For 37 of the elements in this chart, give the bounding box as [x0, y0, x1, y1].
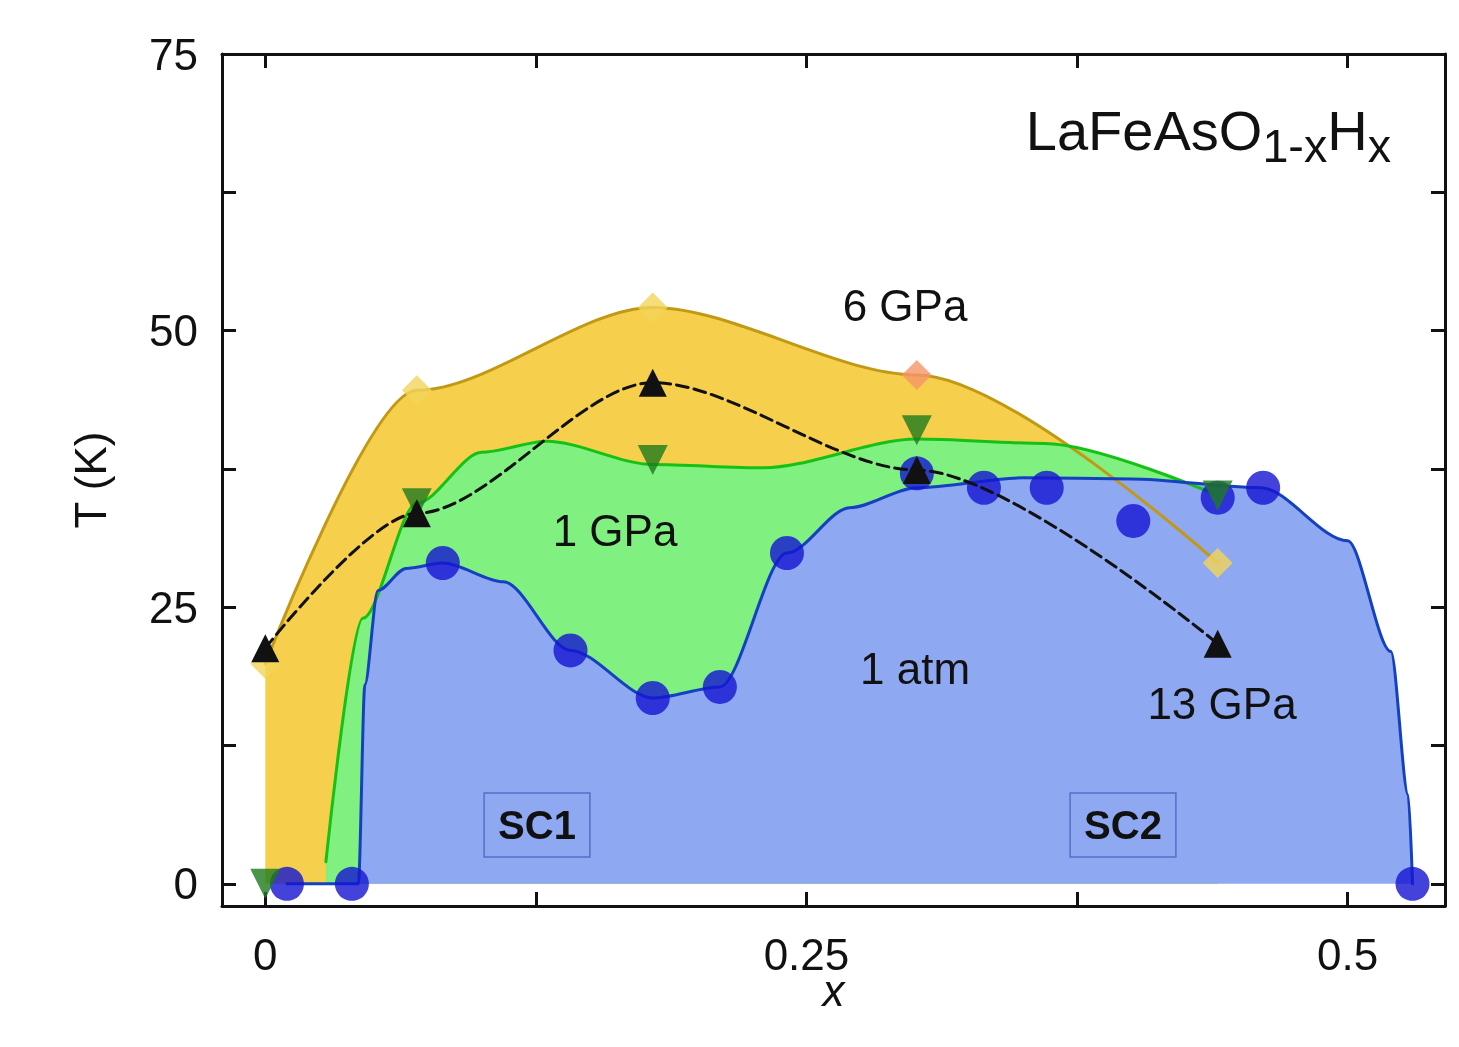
point [966, 470, 1001, 505]
annotation: 1 atm [859, 643, 971, 693]
y-tick-label: 75 [149, 29, 198, 79]
y-tick-label: 0 [173, 859, 198, 909]
point [770, 536, 804, 571]
point [638, 368, 667, 397]
point [1116, 503, 1151, 538]
annotation: 6 GPa [842, 280, 968, 330]
y-tick-label: 50 [149, 306, 198, 356]
point [402, 499, 431, 528]
point [1203, 629, 1232, 658]
point [901, 359, 932, 390]
point [1246, 470, 1281, 505]
point [637, 445, 668, 476]
point [334, 866, 369, 901]
point [901, 415, 932, 446]
point [1202, 547, 1233, 578]
x-tick-label: 0 [253, 929, 278, 979]
y-tick-label: 25 [149, 582, 198, 632]
point [637, 292, 668, 323]
point [553, 633, 588, 668]
text: LaFeAsO$_{1-x}$H$_{x}$ [1025, 98, 1391, 174]
y-axis-title: T (K) [65, 431, 115, 529]
annotation: 1 GPa [552, 505, 678, 555]
annotation: 13 GPa [1147, 678, 1298, 728]
point [401, 375, 432, 406]
annotation: SC1 [498, 803, 576, 847]
annotation: SC2 [1084, 803, 1162, 847]
point [635, 680, 670, 715]
point [1395, 866, 1430, 901]
point [1029, 470, 1064, 505]
point [251, 634, 280, 663]
point [269, 866, 304, 901]
point [702, 669, 737, 704]
x-tick-label: 0.5 [1317, 929, 1379, 979]
point [250, 868, 281, 899]
point [425, 545, 460, 580]
